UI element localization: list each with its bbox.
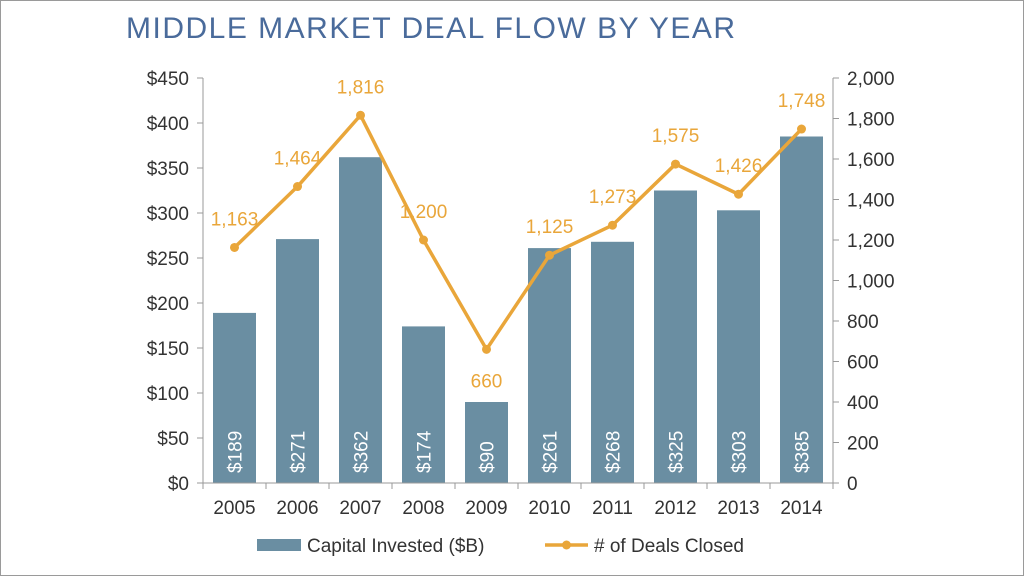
bar-value-label: $271 (289, 431, 310, 473)
x-tick-label: 2007 (339, 498, 381, 519)
left-tick-label: $50 (157, 429, 189, 450)
bar-value-label: $362 (352, 431, 373, 473)
bar-value-label: $325 (667, 431, 688, 473)
left-tick-label: $250 (147, 249, 189, 270)
line-point (797, 124, 806, 134)
line-point (608, 220, 617, 230)
bar (465, 402, 508, 483)
deals-line (233, 113, 803, 352)
x-tick-label: 2011 (592, 498, 633, 519)
bar-value-label: $174 (415, 430, 436, 473)
left-tick-label: $200 (147, 294, 189, 315)
line-value-label: 1,163 (211, 209, 259, 230)
x-tick-label: 2005 (213, 498, 255, 519)
x-tick-label: 2012 (654, 498, 696, 519)
line-value-label: 1,575 (652, 126, 700, 147)
left-tick-label: $300 (147, 204, 189, 225)
line-point (230, 242, 239, 252)
right-tick-label: 1,200 (847, 231, 895, 252)
chart-title: MIDDLE MARKET DEAL FLOW BY YEAR (126, 12, 737, 45)
left-axis: $0 $50 $100 $150 $200 $250 $300 $350 $400 $450 (147, 69, 204, 495)
left-tick-label: $100 (147, 384, 189, 405)
right-tick-label: 0 (847, 474, 858, 495)
right-tick-label: 1,800 (847, 110, 895, 131)
bar (528, 248, 571, 483)
bar (591, 241, 634, 483)
right-tick-label: 800 (847, 312, 879, 333)
x-axis: 2005 2006 2007 2008 2009 2010 2011 2012 2013 2014 (202, 482, 834, 519)
bar-series: $189 $271 $362 $174 $90 $261 $268 $325 $303 $385 (213, 136, 823, 484)
x-tick-label: 2006 (276, 498, 318, 519)
legend-label-deals: # of Deals Closed (594, 536, 744, 557)
bar-value-label: $261 (541, 431, 562, 473)
x-tick-label: 2010 (528, 498, 570, 519)
line-value-label: 660 (471, 371, 503, 392)
right-tick-label: 1,600 (847, 150, 895, 171)
legend-swatch-deals-marker (562, 540, 571, 550)
line-value-label: 1,748 (778, 91, 826, 112)
line-point (356, 110, 365, 120)
bar-value-label: $303 (730, 431, 751, 473)
bar (276, 239, 319, 483)
x-tick-label: 2014 (780, 498, 823, 519)
left-tick-label: $450 (147, 69, 189, 90)
bar (780, 136, 823, 483)
right-axis: 0 200 400 600 800 1,000 1,200 1,400 1,600 1,800 2,… (832, 69, 895, 495)
line-value-label: 1,125 (526, 217, 574, 238)
line-point (545, 250, 554, 260)
line-point (293, 182, 302, 192)
bar-value-label: $189 (226, 431, 247, 473)
line-point (671, 159, 680, 169)
x-tick-label: 2009 (465, 498, 507, 519)
line-point (482, 344, 491, 354)
bar (339, 157, 382, 483)
right-tick-label: 400 (847, 393, 879, 414)
left-tick-label: $350 (147, 159, 189, 180)
bar (402, 326, 445, 483)
line-value-label: 1,273 (589, 187, 637, 208)
left-tick-label: $400 (147, 114, 189, 135)
right-tick-label: 600 (847, 353, 879, 374)
x-tick-label: 2008 (402, 498, 444, 519)
x-tick-label: 2013 (717, 498, 759, 519)
line-value-label: 1,200 (400, 202, 448, 223)
bar (213, 312, 256, 483)
line-value-label: 1,816 (337, 77, 385, 98)
legend-swatch-capital (257, 539, 301, 551)
right-tick-label: 1,000 (847, 272, 895, 293)
line-value-label: 1,464 (274, 149, 322, 170)
bar-value-label: $385 (793, 431, 814, 473)
right-tick-label: 200 (847, 434, 879, 455)
bar-value-label: $90 (478, 441, 499, 473)
line-series: 1,163 1,464 1,816 1,200 660 1,125 1,273 1,575 1,… (211, 77, 826, 392)
right-tick-label: 2,000 (847, 69, 895, 90)
bar (717, 210, 760, 484)
bar-value-label: $268 (604, 431, 625, 473)
left-tick-label: $0 (168, 474, 189, 495)
line-point (419, 235, 428, 245)
line-point (734, 189, 743, 199)
legend: Capital Invested ($B) # of Deals Closed (257, 536, 744, 557)
line-value-label: 1,426 (715, 156, 763, 177)
right-tick-label: 1,400 (847, 191, 895, 212)
bar (654, 190, 697, 483)
legend-label-capital: Capital Invested ($B) (307, 536, 484, 557)
left-tick-label: $150 (147, 339, 189, 360)
